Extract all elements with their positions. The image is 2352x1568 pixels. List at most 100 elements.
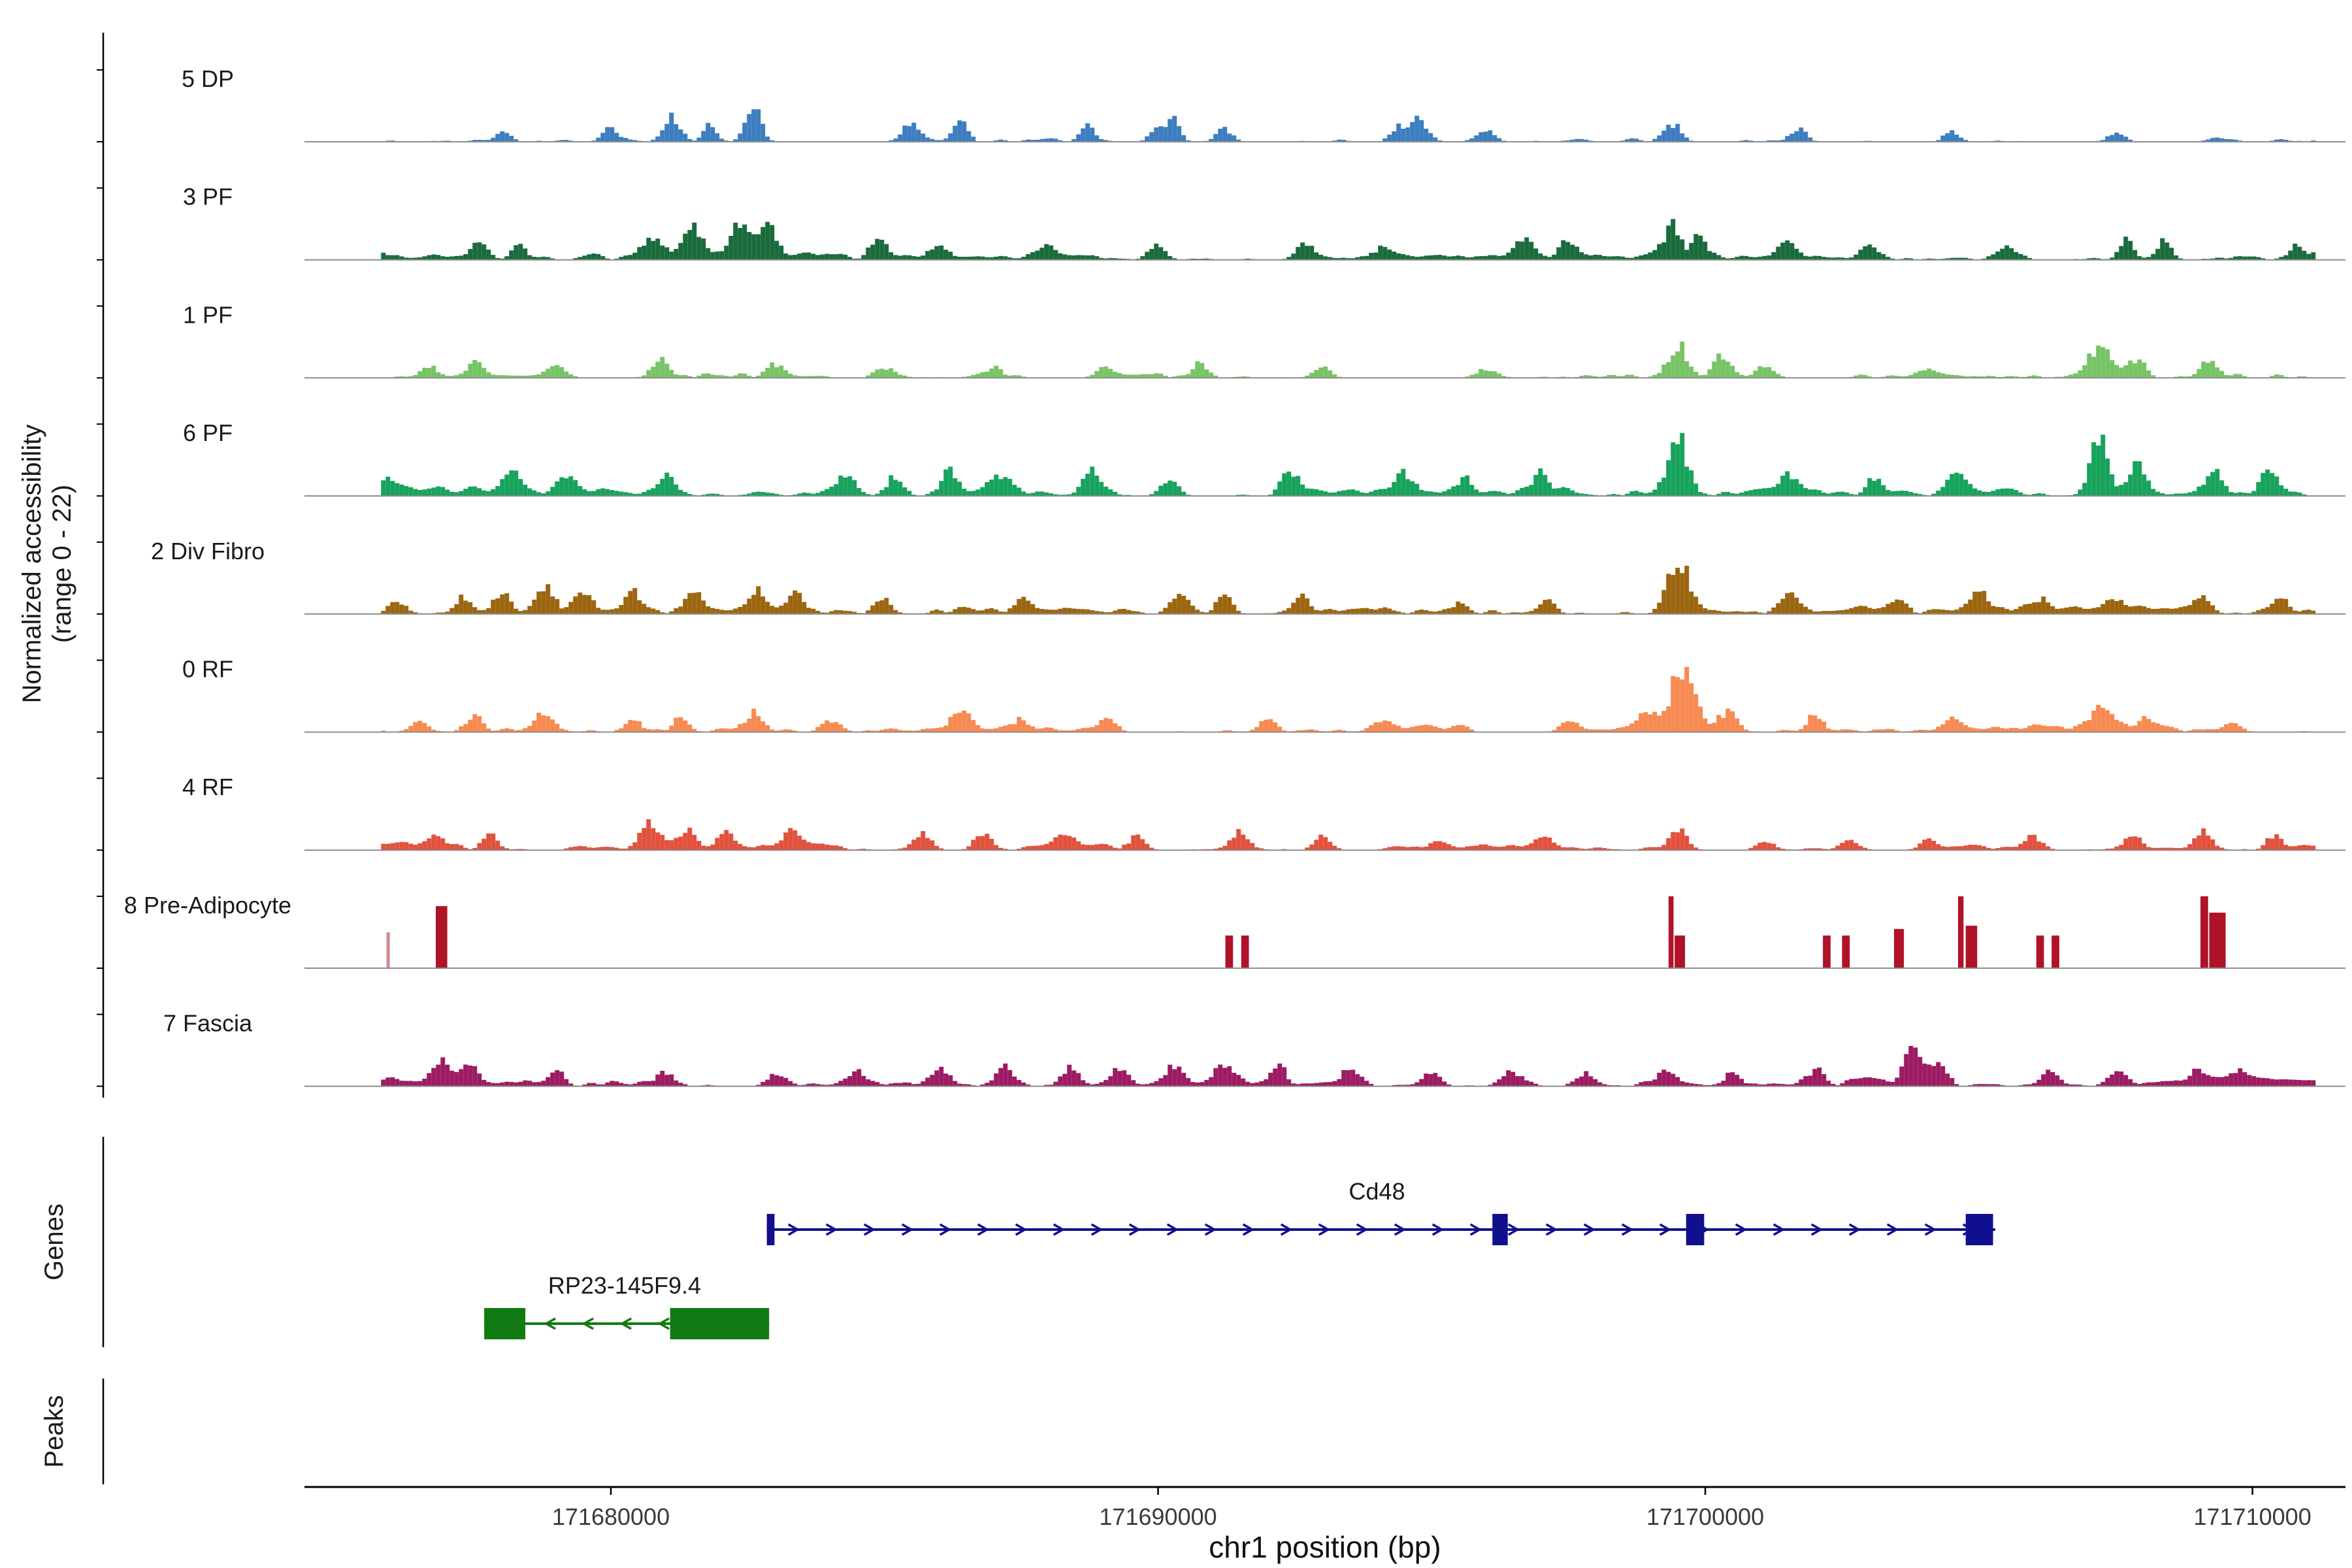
signal-bin xyxy=(1744,491,1749,497)
signal-bin xyxy=(2114,1071,2119,1086)
signal-bin xyxy=(1071,255,1077,260)
signal-bin xyxy=(2229,375,2234,378)
signal-bin xyxy=(472,607,478,614)
signal-bin xyxy=(591,730,596,732)
signal-bin xyxy=(1858,845,1863,851)
signal-bin xyxy=(1318,254,1324,260)
signal-bin xyxy=(541,493,546,497)
signal-bin xyxy=(701,600,706,614)
signal-bin xyxy=(1460,603,1465,614)
signal-bin xyxy=(2105,1077,2110,1086)
signal-bin xyxy=(1039,491,1045,497)
signal-bin xyxy=(1561,240,1566,260)
signal-bin xyxy=(2297,246,2302,260)
signal-bin xyxy=(710,608,715,614)
signal-bin xyxy=(495,485,500,497)
signal-bin xyxy=(1675,1077,1680,1086)
signal-bin xyxy=(1684,250,1690,260)
signal-bin xyxy=(2027,604,2033,614)
signal-bin xyxy=(1922,370,1927,378)
signal-bin xyxy=(1117,373,1122,378)
signal-bin xyxy=(1945,374,1950,378)
signal-bin xyxy=(1346,1070,1351,1086)
signal-bin xyxy=(1168,1064,1173,1086)
signal-bin xyxy=(1730,711,1735,732)
signal-bin xyxy=(1003,140,1008,142)
signal-bin xyxy=(1575,139,1580,142)
signal-bin xyxy=(605,127,610,142)
signal-bin xyxy=(500,131,505,142)
signal-bin xyxy=(1812,489,1818,497)
signal-bin xyxy=(591,1083,596,1086)
signal-bin xyxy=(445,376,450,378)
signal-bin xyxy=(2114,252,2119,260)
signal-bin xyxy=(2270,604,2275,614)
signal-bin xyxy=(1904,1054,1909,1086)
signal-bin xyxy=(596,1084,601,1086)
signal-bin xyxy=(1126,843,1132,851)
signal-bin xyxy=(1721,257,1726,260)
signal-bin xyxy=(532,490,537,497)
signal-bin xyxy=(1954,719,1959,732)
signal-bin xyxy=(1360,1076,1365,1086)
signal-bin xyxy=(2169,608,2174,614)
signal-bin xyxy=(1515,241,1520,260)
signal-bin xyxy=(866,610,871,614)
signal-bin xyxy=(1318,610,1324,614)
signal-bin xyxy=(2256,848,2261,851)
signal-bin xyxy=(2302,376,2307,378)
signal-bin xyxy=(1639,492,1644,497)
signal-bin xyxy=(1227,730,1232,732)
signal-bin xyxy=(1387,608,1392,614)
signal-bin xyxy=(797,593,802,614)
signal-bin xyxy=(454,730,459,732)
signal-bin xyxy=(1309,488,1315,497)
signal-bin xyxy=(2224,258,2229,260)
signal-bin xyxy=(1597,729,1603,732)
signal-bin xyxy=(2274,1079,2279,1086)
signal-bin xyxy=(2283,489,2289,497)
signal-bin xyxy=(664,247,670,260)
signal-bin xyxy=(1808,1075,1813,1086)
signal-bin xyxy=(1012,375,1017,378)
signal-bin xyxy=(1579,139,1584,142)
signal-bin xyxy=(1995,251,2001,260)
strand-arrow-icon xyxy=(1431,1223,1445,1236)
signal-bin xyxy=(770,362,775,378)
signal-bin xyxy=(2219,480,2225,497)
signal-bin xyxy=(1401,129,1406,142)
signal-bin xyxy=(468,363,473,378)
signal-bin xyxy=(747,232,752,260)
signal-bin xyxy=(2311,1080,2316,1086)
signal-bin xyxy=(1044,609,1049,614)
signal-bin xyxy=(2146,719,2151,732)
signal-bin xyxy=(1963,480,1968,497)
signal-bin xyxy=(1908,491,1914,497)
signal-bin xyxy=(2233,612,2238,614)
signal-bin xyxy=(2151,375,2156,378)
signal-bin xyxy=(2018,253,2023,260)
signal-bin xyxy=(2114,719,2119,732)
signal-bin xyxy=(1090,1084,1095,1086)
signal-bin xyxy=(1392,846,1397,851)
signal-bin xyxy=(518,375,523,378)
signal-bin xyxy=(381,610,386,614)
signal-bin xyxy=(1254,847,1260,851)
signal-bin xyxy=(921,831,926,851)
signal-bin xyxy=(971,609,976,614)
strand-arrow-icon xyxy=(1583,1223,1596,1236)
signal-bin xyxy=(2009,610,2014,614)
signal-bin xyxy=(1881,253,1886,260)
signal-bin xyxy=(2128,726,2133,732)
signal-bin xyxy=(1090,466,1095,497)
signal-bin xyxy=(1593,254,1598,260)
signal-bin xyxy=(1945,258,1950,260)
signal-bin xyxy=(2096,704,2101,732)
signal-bin xyxy=(1419,256,1424,260)
signal-bin xyxy=(1465,606,1470,614)
signal-bin xyxy=(1721,1081,1726,1086)
signal-bin xyxy=(1446,728,1452,732)
signal-bin xyxy=(1931,609,1936,614)
signal-bin xyxy=(1021,847,1026,851)
signal-bin xyxy=(431,1068,436,1086)
